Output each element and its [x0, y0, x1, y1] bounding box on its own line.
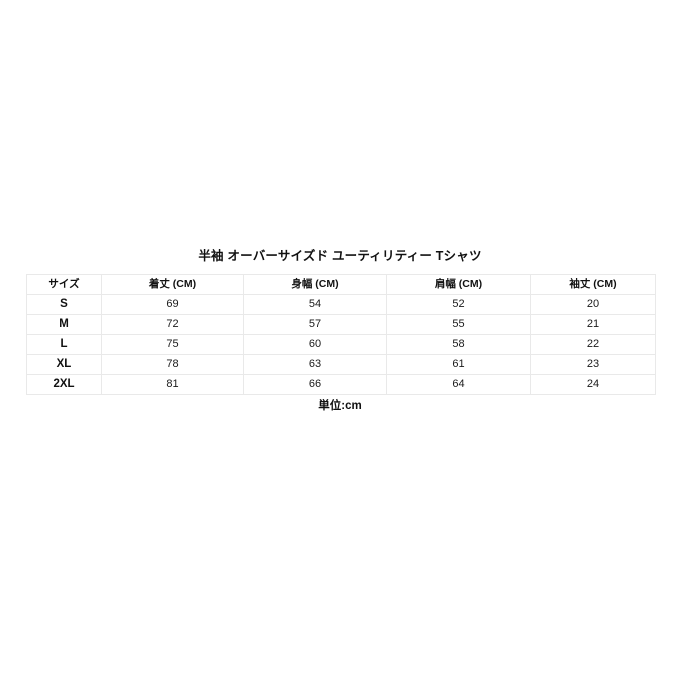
cell-length: 72	[101, 314, 244, 335]
cell-shoulder: 58	[386, 334, 531, 355]
cell-shoulder: 52	[386, 294, 531, 315]
column-header-length: 着丈 (CM)	[101, 274, 244, 295]
cell-size: XL	[26, 354, 102, 375]
page-title: 半袖 オーバーサイズド ユーティリティー Tシャツ	[198, 249, 482, 263]
table-row: 2XL 81 66 64 24	[26, 374, 656, 395]
table-row: XL 78 63 61 23	[26, 354, 656, 375]
cell-size: S	[26, 294, 102, 315]
unit-note: 単位:cm	[318, 400, 362, 412]
column-header-sleeve: 袖丈 (CM)	[530, 274, 656, 295]
cell-chest: 57	[243, 314, 387, 335]
column-header-chest: 身幅 (CM)	[243, 274, 387, 295]
column-header-shoulder: 肩幅 (CM)	[386, 274, 531, 295]
cell-chest: 66	[243, 374, 387, 395]
cell-length: 78	[101, 354, 244, 375]
table-row: M 72 57 55 21	[26, 314, 656, 335]
cell-size: M	[26, 314, 102, 335]
cell-chest: 54	[243, 294, 387, 315]
cell-length: 81	[101, 374, 244, 395]
table-header-row: サイズ 着丈 (CM) 身幅 (CM) 肩幅 (CM) 袖丈 (CM)	[26, 274, 656, 295]
cell-sleeve: 20	[530, 294, 656, 315]
cell-length: 75	[101, 334, 244, 355]
cell-shoulder: 64	[386, 374, 531, 395]
cell-size: L	[26, 334, 102, 355]
table-row: S 69 54 52 20	[26, 294, 656, 315]
cell-sleeve: 22	[530, 334, 656, 355]
cell-sleeve: 24	[530, 374, 656, 395]
cell-sleeve: 21	[530, 314, 656, 335]
cell-chest: 60	[243, 334, 387, 355]
column-header-size: サイズ	[26, 274, 102, 295]
size-measurement-table: サイズ 着丈 (CM) 身幅 (CM) 肩幅 (CM) 袖丈 (CM) S 69…	[26, 274, 656, 395]
table-row: L 75 60 58 22	[26, 334, 656, 355]
cell-size: 2XL	[26, 374, 102, 395]
cell-shoulder: 61	[386, 354, 531, 375]
cell-sleeve: 23	[530, 354, 656, 375]
cell-chest: 63	[243, 354, 387, 375]
cell-length: 69	[101, 294, 244, 315]
cell-shoulder: 55	[386, 314, 531, 335]
